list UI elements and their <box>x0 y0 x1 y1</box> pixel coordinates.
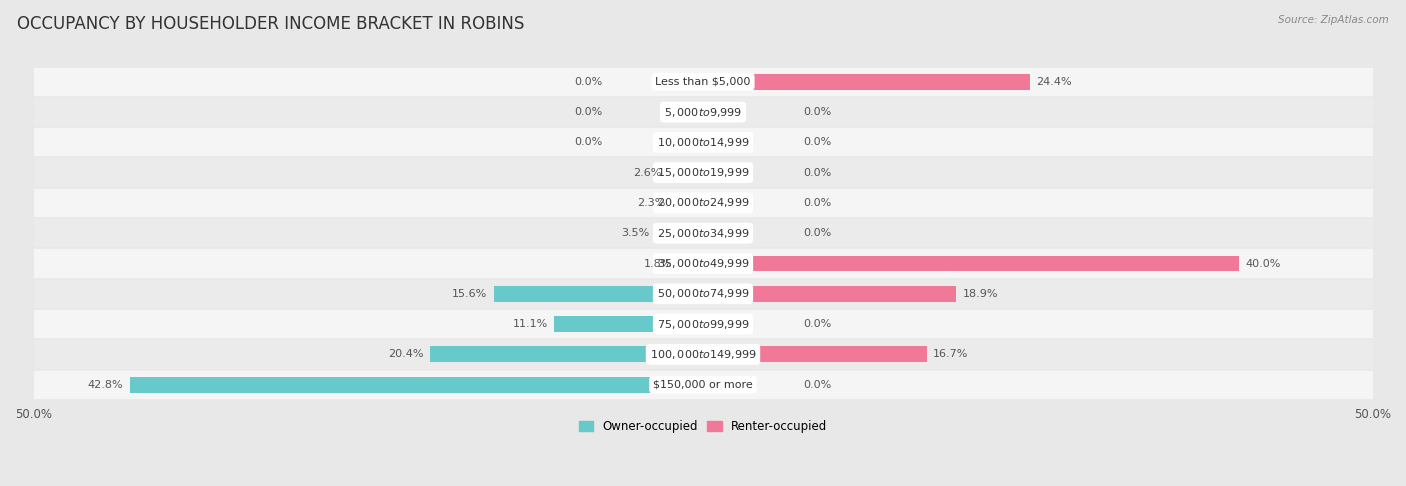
Bar <box>703 74 1029 89</box>
Text: 2.6%: 2.6% <box>633 168 661 178</box>
Text: $100,000 to $149,999: $100,000 to $149,999 <box>650 348 756 361</box>
Text: OCCUPANCY BY HOUSEHOLDER INCOME BRACKET IN ROBINS: OCCUPANCY BY HOUSEHOLDER INCOME BRACKET … <box>17 15 524 33</box>
Text: 15.6%: 15.6% <box>453 289 488 299</box>
Text: 0.0%: 0.0% <box>803 198 832 208</box>
Bar <box>129 377 703 393</box>
Legend: Owner-occupied, Renter-occupied: Owner-occupied, Renter-occupied <box>574 415 832 437</box>
Text: $50,000 to $74,999: $50,000 to $74,999 <box>657 287 749 300</box>
FancyBboxPatch shape <box>34 157 1372 188</box>
Text: $35,000 to $49,999: $35,000 to $49,999 <box>657 257 749 270</box>
Bar <box>679 256 703 271</box>
Bar <box>668 165 703 180</box>
FancyBboxPatch shape <box>34 369 1372 400</box>
Bar <box>672 195 703 211</box>
Bar <box>494 286 703 302</box>
FancyBboxPatch shape <box>34 339 1372 369</box>
Text: 24.4%: 24.4% <box>1036 77 1071 87</box>
Text: Source: ZipAtlas.com: Source: ZipAtlas.com <box>1278 15 1389 25</box>
FancyBboxPatch shape <box>34 188 1372 218</box>
Text: $75,000 to $99,999: $75,000 to $99,999 <box>657 317 749 330</box>
Bar <box>430 347 703 362</box>
Text: $15,000 to $19,999: $15,000 to $19,999 <box>657 166 749 179</box>
Text: $20,000 to $24,999: $20,000 to $24,999 <box>657 196 749 209</box>
Text: 0.0%: 0.0% <box>803 228 832 238</box>
FancyBboxPatch shape <box>34 127 1372 157</box>
FancyBboxPatch shape <box>34 309 1372 339</box>
Text: 3.5%: 3.5% <box>621 228 650 238</box>
Text: 0.0%: 0.0% <box>803 138 832 147</box>
Text: 0.0%: 0.0% <box>803 168 832 178</box>
Bar <box>554 316 703 332</box>
Text: 40.0%: 40.0% <box>1246 259 1281 268</box>
Text: Less than $5,000: Less than $5,000 <box>655 77 751 87</box>
Text: 16.7%: 16.7% <box>934 349 969 359</box>
Text: 20.4%: 20.4% <box>388 349 423 359</box>
Bar <box>703 347 927 362</box>
Bar <box>703 256 1239 271</box>
Text: 0.0%: 0.0% <box>803 380 832 390</box>
Text: 18.9%: 18.9% <box>963 289 998 299</box>
Text: 0.0%: 0.0% <box>574 77 603 87</box>
Text: 2.3%: 2.3% <box>637 198 665 208</box>
FancyBboxPatch shape <box>34 67 1372 97</box>
Bar <box>703 286 956 302</box>
FancyBboxPatch shape <box>34 97 1372 127</box>
FancyBboxPatch shape <box>34 248 1372 278</box>
FancyBboxPatch shape <box>34 278 1372 309</box>
Text: $25,000 to $34,999: $25,000 to $34,999 <box>657 226 749 240</box>
Text: $5,000 to $9,999: $5,000 to $9,999 <box>664 105 742 119</box>
Text: 0.0%: 0.0% <box>803 107 832 117</box>
Text: 0.0%: 0.0% <box>574 138 603 147</box>
Text: $10,000 to $14,999: $10,000 to $14,999 <box>657 136 749 149</box>
Text: 0.0%: 0.0% <box>803 319 832 329</box>
Text: 42.8%: 42.8% <box>87 380 124 390</box>
FancyBboxPatch shape <box>34 218 1372 248</box>
Text: $150,000 or more: $150,000 or more <box>654 380 752 390</box>
Text: 1.8%: 1.8% <box>644 259 672 268</box>
Bar <box>657 226 703 241</box>
Text: 11.1%: 11.1% <box>512 319 548 329</box>
Text: 0.0%: 0.0% <box>574 107 603 117</box>
